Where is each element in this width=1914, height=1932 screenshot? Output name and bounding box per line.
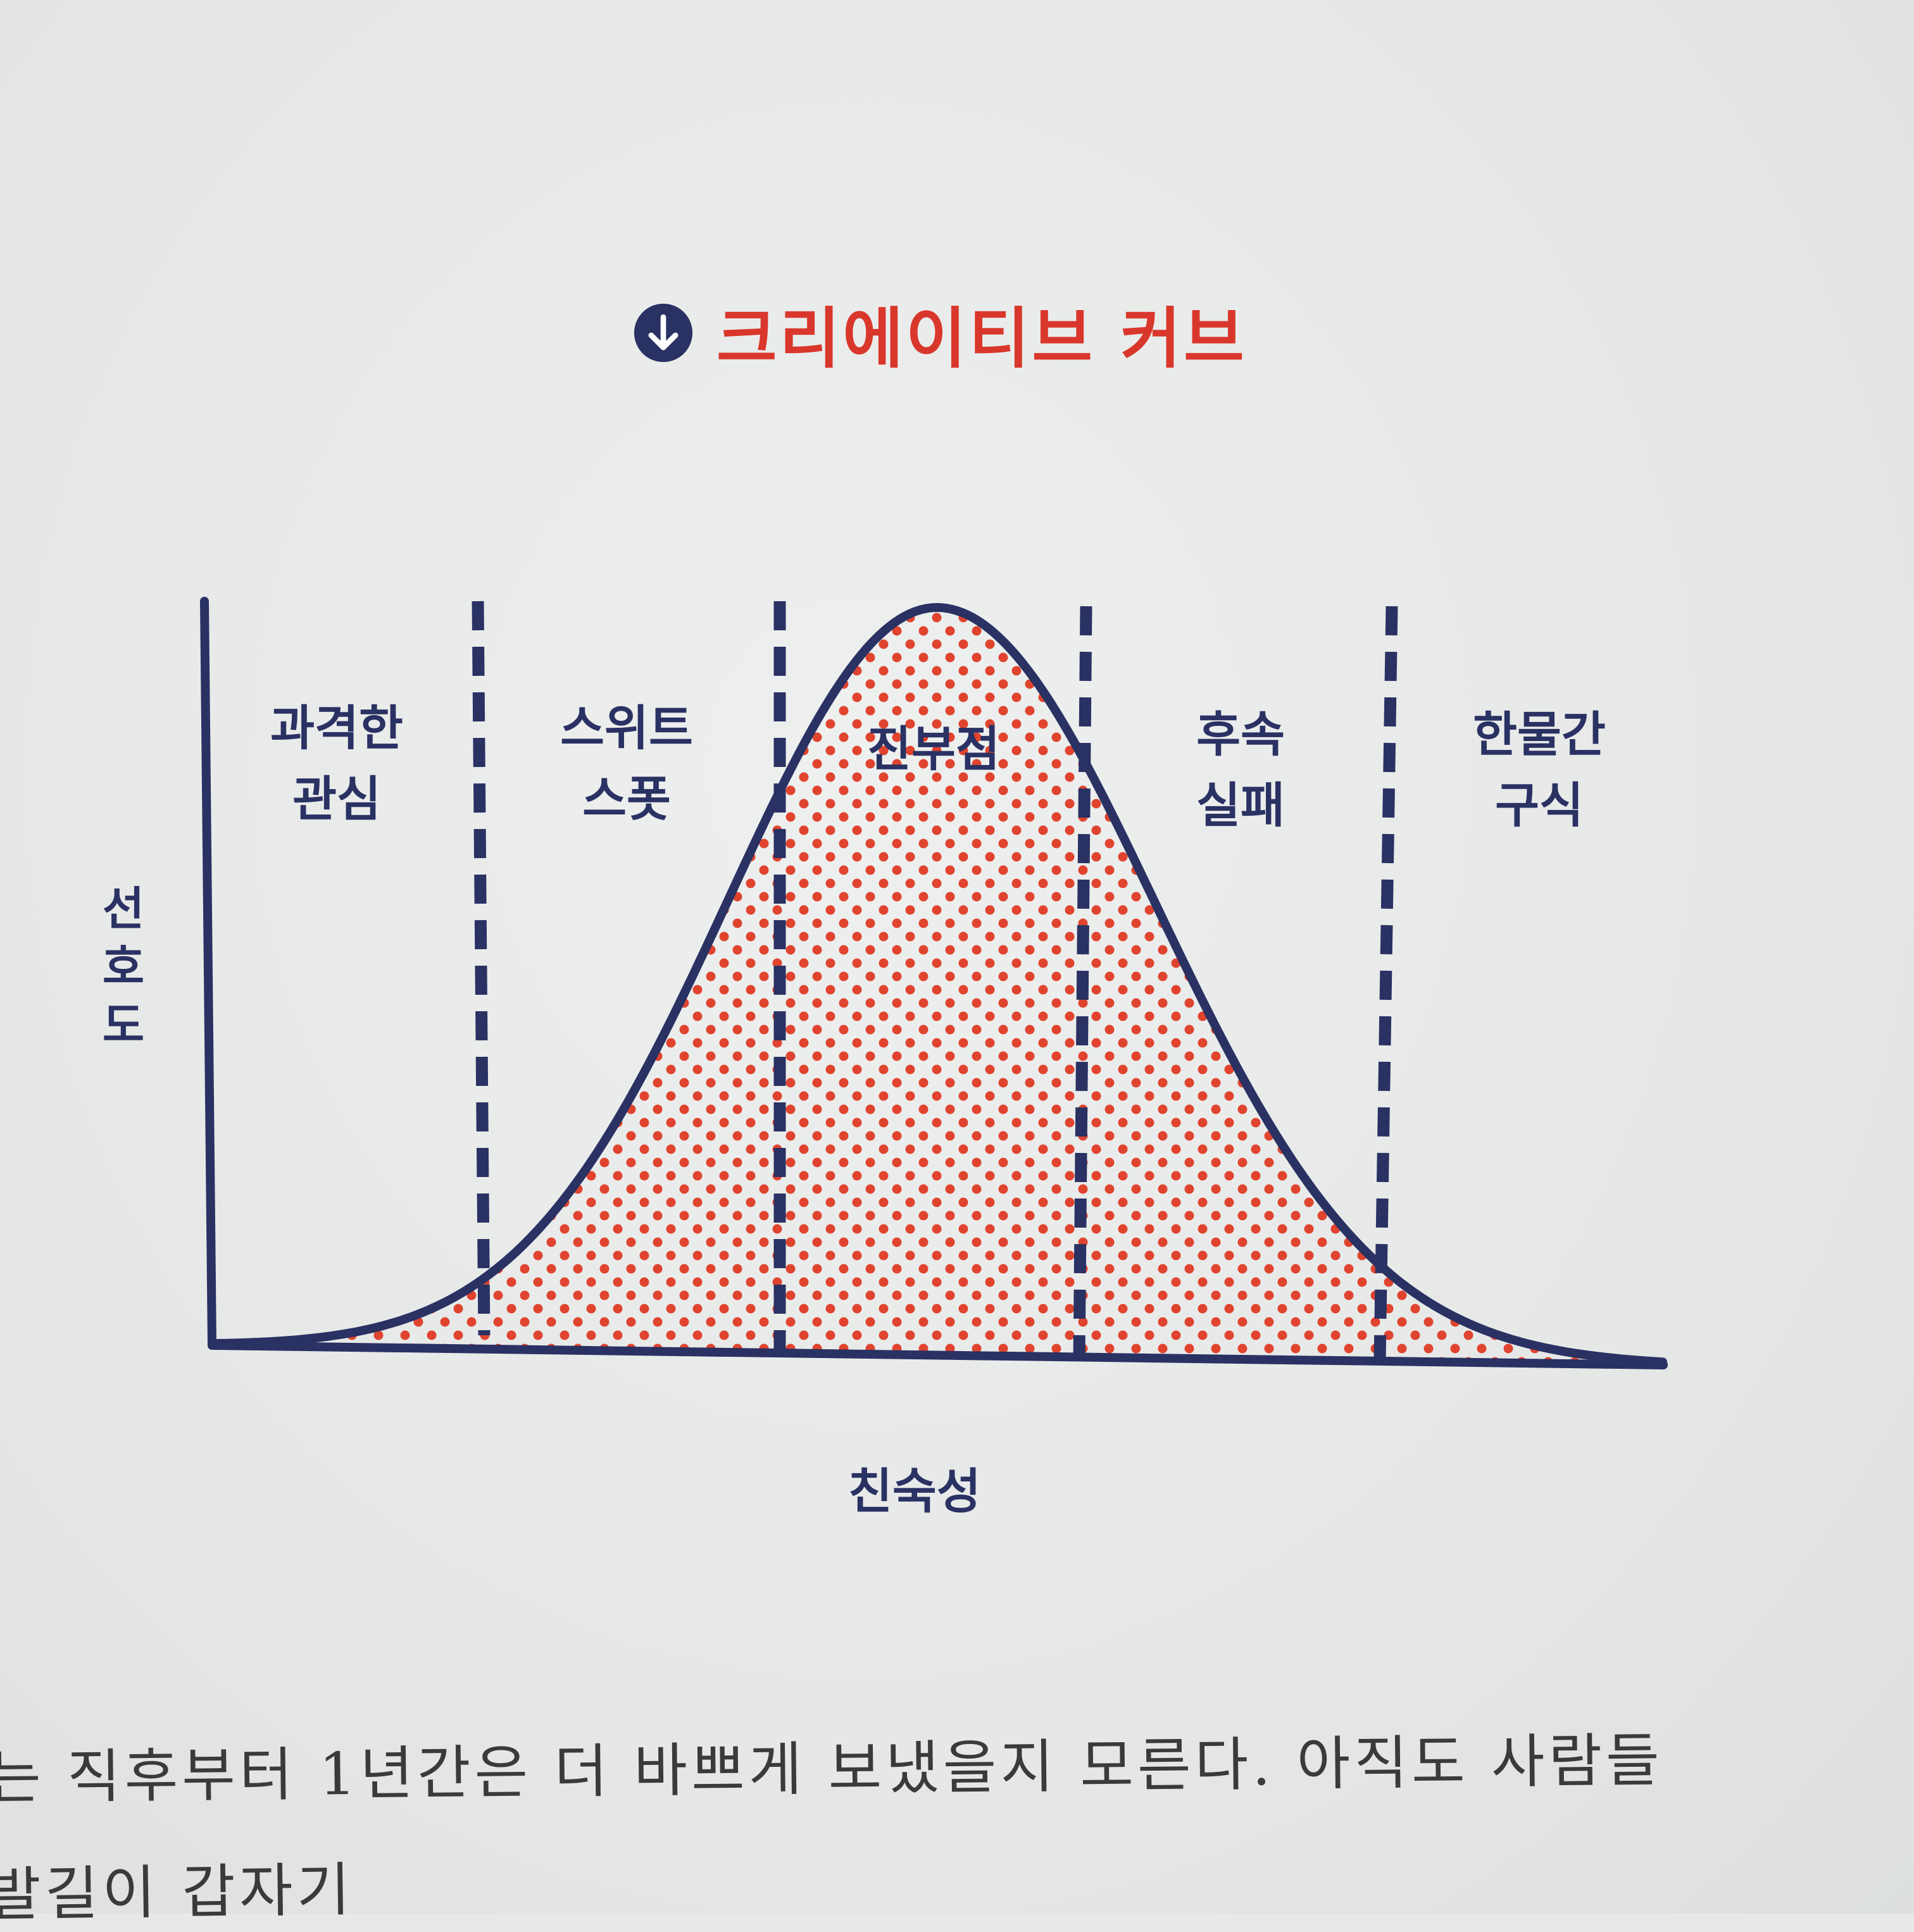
- zone-label-5: 한물간 구식: [1473, 706, 1606, 833]
- x-axis: [208, 1341, 1668, 1369]
- zone-label-3: 진부점: [867, 721, 1000, 777]
- y-axis: [200, 597, 216, 1350]
- dashed-divider-4: [1373, 606, 1398, 1361]
- x-axis-label: 친숙성: [848, 1463, 981, 1519]
- chart-title: 크리에이티브 커브: [716, 300, 1247, 377]
- dashed-divider-1: [472, 601, 491, 1336]
- bell-curve-line: [208, 603, 1667, 1367]
- body-text-line-1: 는 직후부터 1년간은 더 바쁘게 보냈을지 모른다. 아직도 사람들: [0, 1726, 1664, 1812]
- dashed-divider-3: [1073, 606, 1092, 1361]
- body-text-line-2: 발길이 갑자기: [0, 1855, 354, 1929]
- y-axis-label: 선호도: [102, 882, 145, 1052]
- zone-label-2: 스위트 스폿: [560, 700, 693, 827]
- zone-label-1: 과격한 관심: [270, 700, 403, 827]
- chart-title-row: 크리에이티브 커브: [633, 285, 1247, 380]
- circle-arrow-down-icon: [634, 303, 693, 362]
- zone-label-4: 후속 실패: [1196, 706, 1285, 833]
